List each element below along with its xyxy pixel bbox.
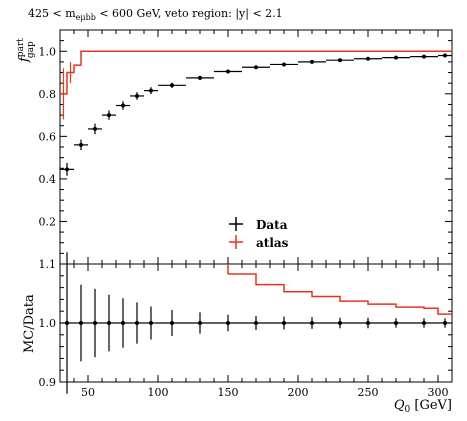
main-data-point [254,65,258,70]
legend: Data atlas [229,217,289,250]
main-data-point [338,58,342,63]
main-data-point [107,113,111,118]
main-y-tick-label: 0.8 [39,88,57,101]
ratio-atlas-series [227,264,452,315]
main-data-point [394,55,398,60]
ratio-y-tick-label: 0.9 [39,376,57,389]
ratio-y-ticks: 0.9 1.0 1.1 [39,258,452,389]
ratio-data-point [135,321,139,325]
ratio-y-tick-label: 1.1 [39,258,57,271]
main-y-tick-label: 0.6 [39,130,57,143]
ratio-data-point [443,321,447,325]
ratio-data-series [60,252,452,394]
main-x-ticks [59,30,453,264]
main-y-tick-label: 1.0 [39,45,57,58]
ratio-data-point [254,321,258,325]
ratio-x-tick-label: 150 [218,386,239,399]
main-data-point [366,56,370,61]
ratio-x-tick-label: 100 [148,386,169,399]
main-data-point [422,54,426,59]
main-data-point [79,142,83,147]
main-data-point [121,103,125,108]
ratio-data-point [226,321,230,325]
ratio-data-point [394,321,398,325]
ratio-data-point [121,321,125,325]
svg-text:fpartgap: fpartgap [16,38,36,63]
main-data-point [170,83,174,88]
main-data-point [226,69,230,74]
legend-atlas-marker [229,235,243,249]
ratio-x-tick-label: 300 [428,386,449,399]
ratio-atlas-step-line [228,273,452,315]
ratio-y-axis-label: MC/Data [22,294,37,353]
legend-data-marker [229,217,243,231]
ratio-data-point [93,321,97,325]
legend-atlas-label: atlas [256,236,289,250]
main-data-point [443,53,447,58]
ratio-panel: 0.9 1.0 1.1 50 100 150 200 250 300 [39,252,453,399]
main-data-point [149,88,153,93]
ratio-data-point [198,321,202,325]
ratio-data-point [338,321,342,325]
main-y-ticks: 0.2 0.4 0.6 0.8 1.0 [39,40,452,254]
ratio-data-point [366,321,370,325]
ratio-x-ticks: 50 100 150 200 250 300 [59,264,453,399]
main-y-tick-label: 0.4 [39,173,57,186]
svg-text:MC/Data: MC/Data [22,294,37,353]
ratio-x-tick-label: 250 [358,386,379,399]
ratio-data-point [422,321,426,325]
main-data-point [310,59,314,64]
x-axis-label: Q0 [GeV] [394,398,452,415]
main-atlas-step-line [60,50,452,95]
legend-data-label: Data [256,218,288,232]
main-y-tick-label: 0.2 [39,215,57,228]
ratio-data-point [310,321,314,325]
ratio-data-point [65,321,69,325]
ratio-data-point [170,321,174,325]
main-data-point [282,62,286,67]
main-y-axis-label: fpartgap [16,38,36,63]
main-panel: 0.2 0.4 0.6 0.8 1.0 [39,29,453,265]
ratio-data-point [107,321,111,325]
main-data-point [198,75,202,80]
ratio-y-tick-label: 1.0 [39,317,57,330]
main-atlas-series [60,50,452,120]
ratio-x-tick-label: 200 [288,386,309,399]
ratio-x-tick-label: 50 [81,386,95,399]
ratio-data-point [149,321,153,325]
svg-text:Q0 [GeV]: Q0 [GeV] [394,398,452,415]
main-data-series [60,53,452,176]
main-data-point [65,167,69,172]
chart-title: 425 < meμbb < 600 GeV, veto region: |y| … [28,7,283,22]
main-data-point [93,126,97,131]
main-data-point [135,93,139,98]
ratio-data-point [79,321,83,325]
ratio-data-point [282,321,286,325]
